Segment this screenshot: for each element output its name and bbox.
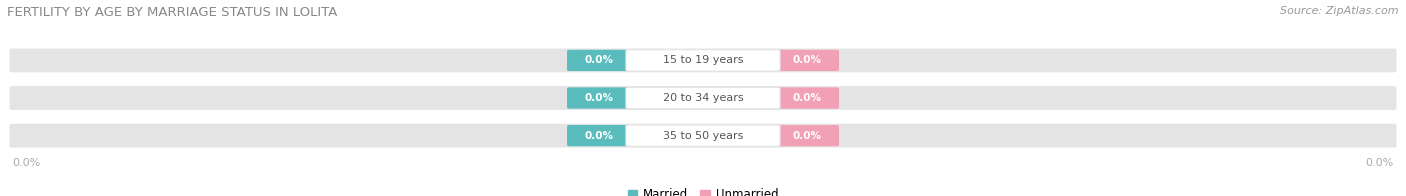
FancyBboxPatch shape xyxy=(8,122,1398,149)
Text: 15 to 19 years: 15 to 19 years xyxy=(662,55,744,65)
Text: 0.0%: 0.0% xyxy=(793,131,823,141)
Text: 0.0%: 0.0% xyxy=(1365,158,1393,168)
Text: Source: ZipAtlas.com: Source: ZipAtlas.com xyxy=(1281,6,1399,16)
FancyBboxPatch shape xyxy=(567,125,630,146)
FancyBboxPatch shape xyxy=(8,85,1398,111)
Text: 0.0%: 0.0% xyxy=(583,55,613,65)
Text: 0.0%: 0.0% xyxy=(793,55,823,65)
FancyBboxPatch shape xyxy=(776,50,839,71)
Legend: Married, Unmarried: Married, Unmarried xyxy=(623,184,783,196)
FancyBboxPatch shape xyxy=(626,87,780,109)
Text: FERTILITY BY AGE BY MARRIAGE STATUS IN LOLITA: FERTILITY BY AGE BY MARRIAGE STATUS IN L… xyxy=(7,6,337,19)
Text: 0.0%: 0.0% xyxy=(583,131,613,141)
FancyBboxPatch shape xyxy=(776,125,839,146)
Text: 0.0%: 0.0% xyxy=(793,93,823,103)
Text: 0.0%: 0.0% xyxy=(13,158,41,168)
FancyBboxPatch shape xyxy=(567,50,630,71)
FancyBboxPatch shape xyxy=(8,47,1398,74)
FancyBboxPatch shape xyxy=(776,87,839,109)
Text: 35 to 50 years: 35 to 50 years xyxy=(662,131,744,141)
FancyBboxPatch shape xyxy=(626,125,780,146)
FancyBboxPatch shape xyxy=(567,87,630,109)
FancyBboxPatch shape xyxy=(626,50,780,71)
Text: 0.0%: 0.0% xyxy=(583,93,613,103)
Text: 20 to 34 years: 20 to 34 years xyxy=(662,93,744,103)
